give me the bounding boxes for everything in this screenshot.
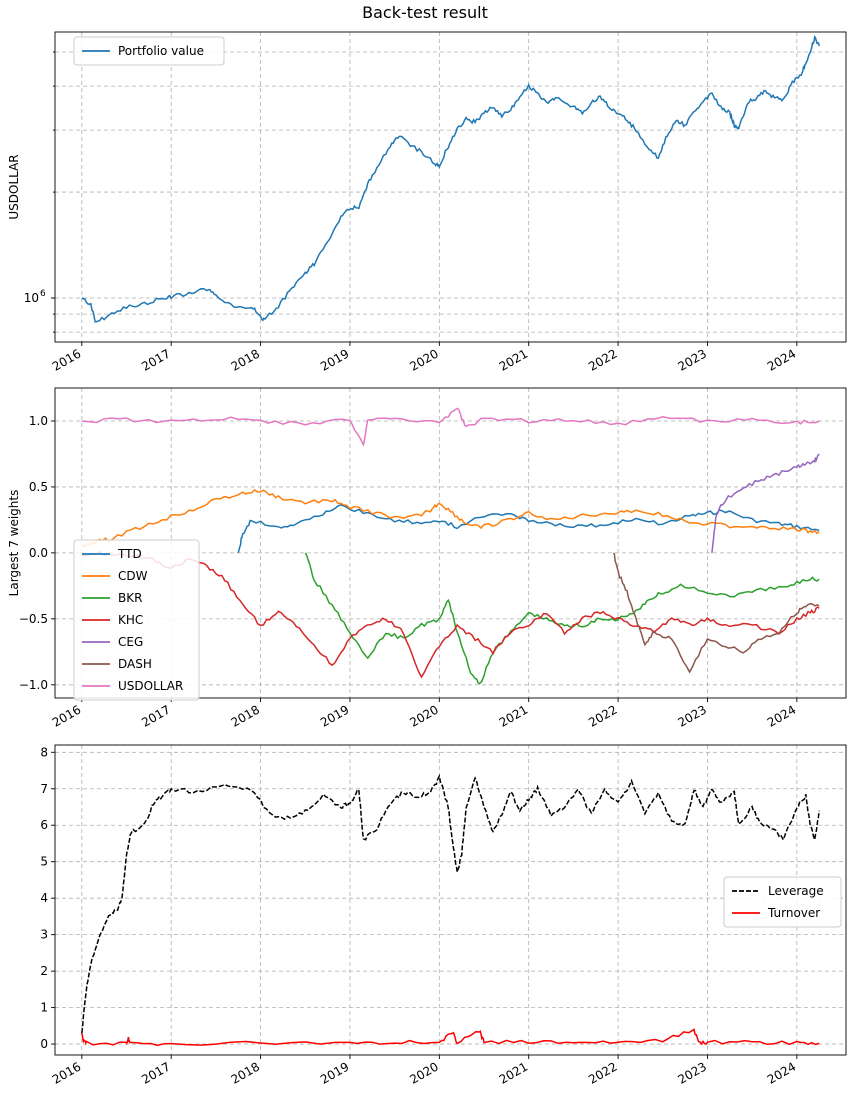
y-tick-label: 7 <box>40 782 48 796</box>
x-tick-label: 2020 <box>407 1059 440 1086</box>
x-tick-label: 2021 <box>497 346 530 373</box>
series-line-ceg <box>711 453 820 553</box>
legend-box <box>73 539 200 701</box>
x-tick-label: 2023 <box>676 1059 709 1086</box>
y-axis-label: Largest 7 weights <box>7 490 21 597</box>
x-tick-label: 2020 <box>407 346 440 373</box>
x-tick-label: 2021 <box>497 702 530 729</box>
y-tick-label: 3 <box>40 928 48 942</box>
legend-label: Leverage <box>768 884 824 898</box>
x-tick-label: 2024 <box>765 1059 798 1086</box>
y-tick-label: 1.0 <box>29 414 48 428</box>
x-tick-label: 2024 <box>765 346 798 373</box>
legend-label: KHC <box>118 613 143 627</box>
chart-panel-1: 2016 2017 2018 2019 2020 2021 2022 2023 2024 10 6 U… <box>7 31 847 374</box>
legend: Portfolio value <box>73 36 225 66</box>
y-axis-label: USDOLLAR <box>7 154 21 219</box>
x-tick-label: 2021 <box>497 1059 530 1086</box>
axes-frame <box>54 31 847 343</box>
axes-frame <box>54 387 847 699</box>
series-line-turnover <box>81 1028 820 1047</box>
x-tick-label: 2016 <box>50 346 83 373</box>
x-tick-label: 2019 <box>318 1059 351 1086</box>
y-tick-label: 2 <box>40 964 48 978</box>
legend-label: BKR <box>118 591 142 605</box>
x-tick-label: 2022 <box>586 346 619 373</box>
legend-label: USDOLLAR <box>118 679 183 693</box>
series-line-usdollar <box>81 407 820 447</box>
x-tick-label: 2020 <box>407 702 440 729</box>
y-tick-exponent: 6 <box>40 289 46 299</box>
x-tick-label: 2017 <box>139 346 172 373</box>
legend-box <box>723 876 842 928</box>
x-tick-label: 2016 <box>50 702 83 729</box>
legend-label: TTD <box>117 547 142 561</box>
y-tick-label: 1 <box>40 1001 48 1015</box>
legend-box <box>73 36 225 66</box>
x-tick-label: 2016 <box>50 1059 83 1086</box>
x-tick-label: 2018 <box>229 346 262 373</box>
legend: Leverage Turnover <box>723 876 842 928</box>
axes-frame <box>54 744 847 1056</box>
y-tick-label: 0 <box>40 1037 48 1051</box>
y-tick-label: −0.5 <box>19 612 48 626</box>
y-tick-label: 5 <box>40 855 48 869</box>
series-line-portfolio value <box>81 35 820 323</box>
y-tick-label: 8 <box>40 745 48 759</box>
x-tick-label: 2022 <box>586 702 619 729</box>
x-tick-label: 2018 <box>229 702 262 729</box>
legend: TTD CDW BKR KHC CEG DASH USDOLLAR <box>73 539 200 701</box>
series-line-dash <box>612 552 820 674</box>
x-tick-label: 2019 <box>318 702 351 729</box>
legend-label: CDW <box>118 569 148 583</box>
y-tick-label: 4 <box>40 891 48 905</box>
x-tick-label: 2023 <box>676 346 709 373</box>
y-tick-label: 10 <box>24 291 39 305</box>
legend-label: CEG <box>118 635 143 649</box>
y-tick-label: 0.0 <box>29 546 48 560</box>
x-tick-label: 2024 <box>765 702 798 729</box>
figure-title: Back-test result <box>362 3 488 22</box>
x-tick-label: 2017 <box>139 702 172 729</box>
x-tick-label: 2018 <box>229 1059 262 1086</box>
x-tick-label: 2022 <box>586 1059 619 1086</box>
y-tick-label: −1.0 <box>19 678 48 692</box>
series-line-leverage <box>81 773 820 1034</box>
x-tick-label: 2019 <box>318 346 351 373</box>
y-tick-label: 6 <box>40 818 48 832</box>
y-tick-label: 0.5 <box>29 480 48 494</box>
chart-panel-3: 2016 2017 2018 2019 2020 2021 2022 2023 2024 0 1 2 3… <box>40 744 847 1087</box>
x-tick-label: 2023 <box>676 702 709 729</box>
series-line-bkr <box>304 552 820 685</box>
x-tick-label: 2017 <box>139 1059 172 1086</box>
legend-label: Turnover <box>767 906 820 920</box>
legend-label: DASH <box>118 657 152 671</box>
series-line-cdw <box>81 488 820 548</box>
series-line-khc <box>81 551 820 679</box>
chart-panel-2: 2016 2017 2018 2019 2020 2021 2022 2023 2024 −1.0… <box>7 387 847 730</box>
legend-label: Portfolio value <box>118 44 204 58</box>
